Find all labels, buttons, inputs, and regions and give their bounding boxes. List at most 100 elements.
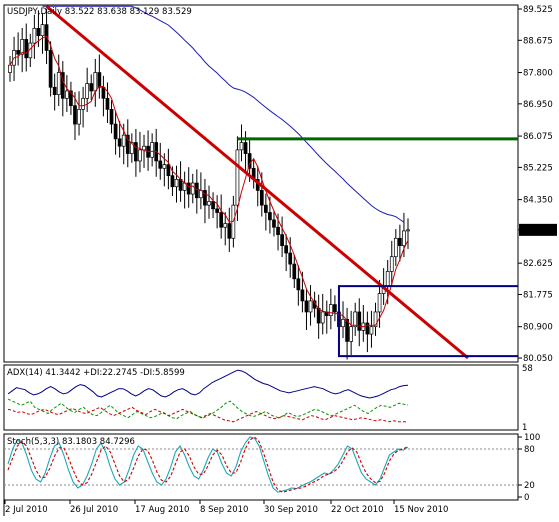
slow-moving-average-line: [42, 5, 405, 223]
candle-body: [304, 300, 309, 313]
candle-body: [32, 27, 37, 44]
candle-body: [52, 86, 57, 95]
candle-body: [93, 72, 98, 92]
x-tick-label: 17 Aug 2010: [135, 505, 189, 515]
candle-body: [97, 72, 102, 88]
plus-di-line: [7, 398, 409, 420]
candle-body: [377, 293, 382, 313]
last-price-label: 83.529: [521, 226, 551, 236]
price-tick-label: 86.075: [523, 132, 553, 142]
range-bracket: [337, 285, 518, 358]
last-price-badge: [519, 223, 557, 236]
candle-body: [393, 237, 398, 258]
candle-body: [211, 201, 215, 210]
candle-body: [109, 109, 114, 125]
candle-body: [207, 201, 211, 206]
candle-body: [239, 142, 244, 151]
candle-body: [56, 72, 61, 95]
candle-body: [73, 105, 77, 125]
candle-body: [125, 134, 130, 154]
candle-body: [247, 153, 252, 169]
candle-body: [158, 160, 163, 169]
x-tick-label: 2 Jul 2010: [5, 505, 48, 515]
adx-pane-frame: [3, 364, 519, 431]
candle-body: [186, 182, 191, 195]
candle-body: [365, 322, 370, 335]
candle-body: [369, 326, 374, 335]
candle-body: [402, 230, 406, 247]
x-tick-label: 22 Oct 2010: [331, 505, 384, 515]
candle-body: [166, 164, 171, 177]
price-tick-label: 80.900: [523, 323, 553, 333]
candle-body: [150, 142, 154, 158]
candle-body: [215, 208, 219, 213]
adx-tick-label: 1: [522, 423, 527, 433]
candle-body: [174, 179, 179, 188]
candle-body: [16, 50, 20, 55]
candle-body: [101, 86, 106, 99]
candle-body: [117, 138, 122, 147]
candle-body: [357, 311, 362, 331]
candle-body: [138, 149, 142, 162]
price-tick-label: 89.525: [523, 5, 553, 15]
candle-body: [60, 72, 65, 99]
price-tick-label: 86.950: [523, 100, 553, 110]
candle-body: [296, 278, 301, 291]
candle-body: [48, 50, 53, 88]
candle-body: [20, 39, 25, 55]
candle-body: [170, 175, 175, 188]
stoch-tick-label: 20: [524, 481, 535, 491]
x-tick-label: 26 Jul 2010: [70, 505, 118, 515]
candle-body: [406, 229, 410, 232]
candle-body: [284, 245, 289, 254]
stoch-tick-label: 80: [524, 445, 535, 455]
candle-body: [178, 179, 183, 191]
chart-header-label: USDJPY,Daily 83.522 83.638 83.129 83.529: [7, 7, 192, 17]
candle-body: [280, 234, 284, 247]
candle-body: [190, 182, 195, 195]
candle-body: [113, 123, 118, 140]
minus-di-line: [7, 406, 409, 423]
x-tick-label: 30 Sep 2010: [264, 505, 318, 515]
candle-body: [389, 256, 394, 272]
candle-body: [328, 304, 333, 316]
x-tick-label: 8 Sep 2010: [200, 505, 248, 515]
fast-moving-average-line: [9, 35, 409, 328]
price-tick-label: 87.800: [523, 69, 553, 79]
candle-body: [288, 252, 293, 265]
candle-body: [81, 97, 85, 110]
stoch-main-line: [7, 436, 409, 493]
candle-body: [65, 90, 69, 99]
candle-body: [333, 304, 337, 313]
candle-body: [345, 318, 349, 342]
price-tick-label: 82.625: [523, 259, 553, 269]
price-tick-label: 80.050: [523, 354, 553, 364]
candle-body: [85, 83, 90, 99]
descending-trendline: [45, 5, 469, 360]
candle-body: [69, 90, 73, 107]
stoch-signal-line: [7, 436, 409, 493]
candle-body: [398, 237, 402, 247]
adx-line: [7, 369, 409, 399]
candle-body: [223, 223, 228, 228]
candle-body: [300, 289, 305, 302]
candle-body: [24, 39, 29, 59]
candle-body: [105, 97, 110, 110]
candle-body: [276, 226, 280, 235]
candle-body: [341, 318, 345, 328]
candle-body: [268, 212, 272, 221]
candle-body: [308, 300, 313, 313]
candle-body: [36, 27, 41, 37]
candle-body: [89, 83, 94, 92]
candle-body: [235, 149, 240, 206]
x-tick-label: 15 Nov 2010: [394, 505, 448, 515]
stoch-tick-label: 100: [524, 433, 540, 443]
price-tick-label: 88.675: [523, 36, 553, 46]
candle-body: [77, 109, 81, 125]
candle-body: [353, 311, 358, 328]
candle-body: [134, 142, 138, 162]
candle-body: [121, 134, 126, 147]
candle-body: [373, 311, 378, 328]
stoch-label: Stoch(5,3,3) 83.1803 84.7296: [7, 437, 135, 447]
